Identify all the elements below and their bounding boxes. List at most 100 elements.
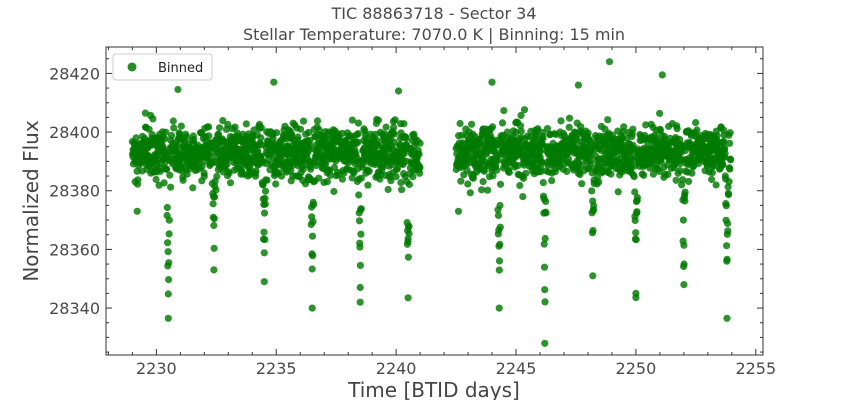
y-tick-label: 28400 (49, 123, 100, 142)
data-point (719, 161, 727, 169)
data-point (168, 131, 176, 140)
x-tick-label: 2250 (616, 359, 657, 378)
data-point (161, 135, 169, 143)
x-tick-label: 2240 (376, 359, 417, 378)
data-point (640, 171, 648, 179)
data-point (642, 121, 650, 129)
data-point (200, 172, 208, 180)
data-point (183, 170, 191, 178)
data-point (273, 129, 281, 137)
data-point (712, 181, 720, 189)
data-point (681, 197, 689, 205)
data-point (541, 298, 549, 306)
data-point (724, 227, 732, 235)
data-point (541, 286, 549, 294)
data-point (307, 165, 315, 173)
data-point (163, 203, 171, 212)
data-point (693, 126, 701, 134)
data-point (664, 170, 672, 178)
data-point (534, 125, 542, 133)
data-point (620, 123, 628, 131)
data-point (170, 124, 178, 132)
data-point (164, 314, 172, 322)
data-point (330, 187, 338, 196)
chart-subtitle: Stellar Temperature: 7070.0 K | Binning:… (243, 25, 625, 44)
data-point (210, 215, 218, 223)
data-point (299, 117, 308, 125)
data-point (632, 289, 640, 297)
data-point (629, 125, 637, 133)
data-point (165, 276, 173, 284)
data-point (574, 81, 583, 89)
data-point (390, 123, 398, 132)
data-point (167, 183, 175, 191)
data-point (468, 120, 476, 128)
data-point (169, 117, 177, 125)
data-point (708, 175, 716, 184)
data-point (219, 117, 227, 125)
data-point (210, 221, 218, 230)
data-point (166, 171, 174, 179)
data-point (725, 178, 733, 186)
data-point (397, 179, 405, 187)
data-point (402, 134, 410, 143)
data-point (260, 228, 268, 236)
data-point (673, 125, 681, 133)
y-axis-label: Normalized Flux (19, 120, 43, 282)
data-point (356, 283, 364, 292)
data-point (338, 175, 346, 183)
data-point (354, 130, 362, 138)
data-point (356, 298, 364, 306)
data-point (496, 201, 504, 210)
data-point (464, 180, 472, 188)
chart-title: TIC 88863718 - Sector 34 (330, 4, 536, 23)
data-point (595, 178, 603, 186)
data-point (540, 263, 549, 271)
data-point (308, 265, 316, 273)
data-point (296, 125, 305, 133)
data-point (326, 171, 334, 179)
data-point (520, 106, 529, 114)
data-point (223, 160, 231, 168)
data-point (539, 134, 547, 142)
data-point (400, 120, 408, 128)
data-point (633, 208, 641, 216)
data-point (657, 157, 665, 166)
data-point (516, 181, 524, 190)
data-point (177, 122, 185, 130)
data-point (457, 177, 465, 185)
data-point (466, 189, 474, 197)
data-point (212, 186, 220, 194)
data-point (149, 115, 157, 123)
data-point (630, 173, 638, 181)
data-point (355, 191, 363, 199)
data-point (163, 165, 171, 173)
data-point (495, 304, 503, 312)
data-point (522, 169, 530, 177)
data-point (478, 186, 486, 194)
data-point (226, 179, 235, 187)
data-point (584, 129, 592, 137)
data-point (727, 156, 735, 164)
data-point (242, 120, 250, 128)
legend: Binned (112, 53, 213, 81)
data-point (405, 229, 413, 238)
data-point (381, 130, 389, 138)
data-point (165, 230, 173, 238)
data-point (489, 172, 497, 180)
data-point (493, 166, 501, 174)
data-point (308, 304, 316, 312)
data-point (416, 169, 424, 177)
data-point (724, 219, 732, 228)
data-point (391, 116, 399, 124)
data-point (270, 78, 278, 86)
data-point (541, 339, 549, 347)
data-point (685, 177, 693, 186)
data-point (260, 249, 268, 257)
x-tick-label: 2230 (136, 359, 177, 378)
data-point (723, 314, 731, 322)
data-point (257, 134, 265, 142)
x-tick-label: 2245 (496, 359, 537, 378)
legend-marker (127, 62, 137, 72)
